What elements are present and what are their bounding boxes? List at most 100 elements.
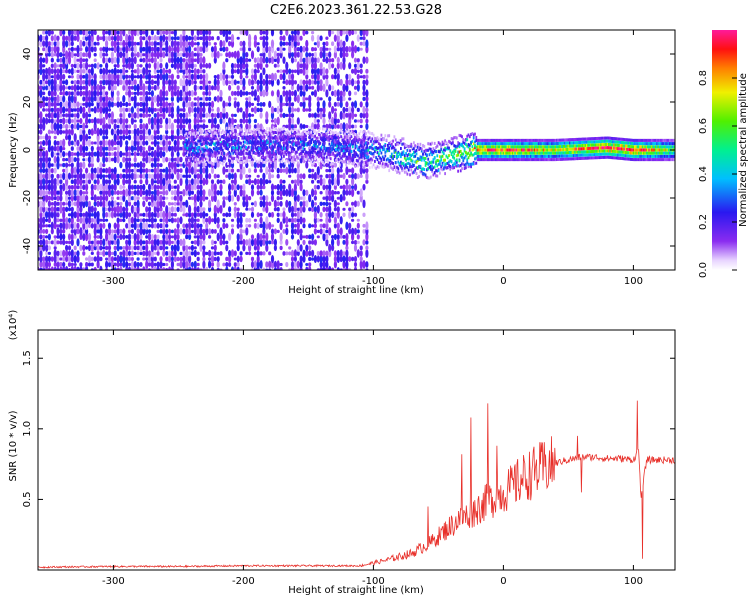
spectrogram-noise-cell	[105, 30, 109, 35]
spectrogram-noise-cell	[293, 256, 297, 262]
spectrogram-signal-cell	[306, 153, 309, 157]
spectrogram-noise-cell	[319, 254, 323, 264]
spectrogram-noise-cell	[125, 140, 129, 146]
spectrogram-noise-cell	[39, 79, 43, 85]
spectrogram-noise-cell	[93, 207, 97, 212]
spectrogram-noise-cell	[285, 239, 289, 246]
spectrogram-noise-cell	[342, 45, 346, 54]
spectrogram-noise-cell	[351, 240, 355, 245]
spectrogram-noise-cell	[139, 101, 143, 107]
spectrogram-noise-cell	[259, 53, 263, 57]
spectrogram-noise-cell	[156, 61, 160, 71]
spectrogram-noise-cell	[173, 189, 177, 196]
spectrogram-noise-cell	[290, 161, 295, 169]
spectrogram-noise-cell	[85, 35, 89, 42]
spectrogram-noise-cell	[356, 190, 360, 195]
spectrogram-signal-cell	[351, 133, 354, 137]
spectrogram-noise-cell	[53, 62, 57, 70]
spectrogram-noise-cell	[185, 234, 189, 240]
spectrogram-signal-cell	[301, 139, 303, 143]
spectrogram-noise-cell	[125, 239, 129, 246]
spectrogram-noise-cell	[116, 217, 120, 224]
spectrogram-noise-cell	[59, 222, 63, 230]
spectrogram-noise-cell	[70, 151, 74, 157]
spectrogram-noise-cell	[299, 255, 303, 263]
spectrogram-noise-cell	[96, 210, 100, 219]
spectrogram-noise-cell	[73, 184, 77, 191]
spectrogram-noise-cell	[47, 207, 52, 212]
spectrogram-signal-cell	[227, 143, 229, 147]
spectrogram-signal-cell	[244, 156, 246, 160]
spectrogram-noise-cell	[65, 266, 69, 270]
spectrogram-noise-cell	[53, 155, 57, 164]
spectrogram-noise-cell	[116, 212, 120, 217]
spectrogram-signal-cell	[385, 138, 388, 142]
spectrogram-noise-cell	[142, 173, 146, 180]
spectrogram-signal-cell	[415, 152, 418, 156]
spectrogram-noise-cell	[159, 267, 163, 270]
spectrogram-noise-cell	[353, 30, 358, 35]
spectrogram-noise-cell	[47, 135, 52, 140]
spectrogram-noise-cell	[122, 168, 126, 173]
spectrogram-noise-cell	[313, 239, 317, 246]
spectrogram-noise-cell	[67, 91, 72, 96]
spectrogram-noise-cell	[336, 202, 340, 206]
spectrogram-noise-cell	[325, 194, 329, 202]
spectrogram-signal-cell	[359, 150, 362, 154]
spectrogram-noise-cell	[279, 44, 283, 54]
spectrogram-noise-cell	[259, 251, 263, 256]
spectrogram-noise-cell	[199, 194, 203, 202]
spectrogram-noise-cell	[153, 52, 157, 58]
spectrogram-noise-cell	[105, 140, 109, 146]
spectrogram-noise-cell	[53, 100, 57, 109]
spectrogram-noise-cell	[353, 124, 358, 129]
spectrogram-signal-cell	[418, 146, 420, 150]
spectrogram-noise-cell	[290, 69, 295, 74]
spectrogram-noise-cell	[59, 195, 63, 202]
spectrogram-noise-cell	[96, 127, 100, 137]
spectrogram-noise-cell	[296, 260, 300, 269]
spectrogram-noise-cell	[353, 113, 358, 118]
spectrogram-signal-cell	[348, 156, 350, 160]
spectrogram-noise-cell	[253, 218, 257, 222]
spectrogram-noise-cell	[359, 68, 363, 75]
spectrogram-noise-cell	[159, 117, 163, 125]
spectrogram-noise-cell	[348, 222, 352, 229]
spectrogram-noise-cell	[193, 260, 197, 269]
spectrogram-noise-cell	[99, 145, 103, 153]
spectrogram-noise-cell	[205, 73, 209, 81]
spectrogram-noise-cell	[276, 207, 280, 212]
spectrogram-noise-cell	[110, 95, 114, 102]
spectrogram-noise-cell	[153, 75, 157, 79]
spectrogram-noise-cell	[107, 100, 112, 109]
spectrogram-signal-cell	[237, 144, 240, 147]
spectrogram-noise-cell	[290, 113, 295, 118]
spectrogram-noise-cell	[62, 80, 66, 85]
spectrogram-signal-cell	[306, 143, 309, 147]
spectrogram-noise-cell	[93, 235, 97, 239]
spectrogram-noise-cell	[56, 224, 60, 228]
spectrogram-noise-cell	[76, 122, 80, 131]
spectrogram-signal-cell	[402, 168, 405, 172]
spectrogram-noise-cell	[79, 152, 83, 156]
spectrogram-noise-cell	[113, 80, 117, 85]
spectrogram-signal-cell	[384, 150, 387, 154]
spectrogram-noise-cell	[311, 62, 315, 70]
spectrogram-signal-cell	[329, 157, 332, 161]
spectrogram-noise-cell	[102, 116, 106, 126]
spectrogram-noise-cell	[125, 151, 129, 158]
spectrogram-signal-cell	[219, 156, 222, 160]
spectrogram-noise-cell	[313, 42, 317, 46]
spectrogram-noise-cell	[50, 145, 54, 152]
spectrogram-noise-cell	[113, 222, 117, 230]
spectrogram-noise-cell	[196, 68, 200, 75]
spectrogram-noise-cell	[70, 216, 74, 225]
spectrogram-signal-cell	[246, 138, 249, 142]
spectrogram-noise-cell	[133, 167, 137, 175]
spectrogram-noise-cell	[96, 222, 100, 230]
spectrogram-signal-cell	[420, 158, 423, 162]
spectrogram-noise-cell	[170, 168, 174, 174]
spectrogram-signal-cell	[406, 148, 409, 152]
spectrogram-noise-cell	[82, 85, 86, 90]
spectrogram-signal-cell	[424, 173, 427, 177]
